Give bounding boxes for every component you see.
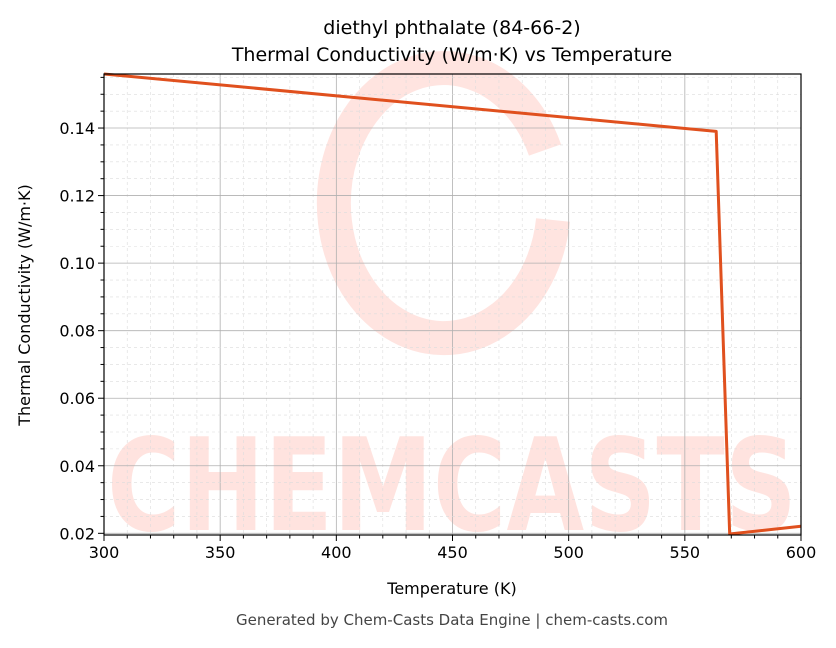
y-tick-label: 0.06 bbox=[59, 389, 95, 408]
x-tick-label: 500 bbox=[553, 543, 584, 562]
y-tick-label: 0.08 bbox=[59, 322, 95, 341]
x-tick-label: 550 bbox=[670, 543, 701, 562]
y-tick-label: 0.14 bbox=[59, 119, 95, 138]
watermark-logo bbox=[316, 51, 570, 356]
y-tick-label: 0.02 bbox=[59, 524, 95, 543]
footer-credit: Generated by Chem-Casts Data Engine | ch… bbox=[236, 611, 668, 629]
y-tick-label: 0.04 bbox=[59, 457, 95, 476]
series-line bbox=[103, 72, 802, 536]
plot-frame bbox=[103, 73, 802, 536]
y-tick-label: 0.12 bbox=[59, 187, 95, 206]
x-tick-label: 450 bbox=[437, 543, 468, 562]
x-tick-label: 350 bbox=[205, 543, 236, 562]
x-tick-label: 400 bbox=[321, 543, 352, 562]
y-tick-label: 0.10 bbox=[59, 254, 95, 273]
chart-title: diethyl phthalate (84-66-2) bbox=[323, 17, 580, 39]
x-axis-label: Temperature (K) bbox=[386, 579, 516, 598]
x-tick-label: 600 bbox=[786, 543, 817, 562]
y-axis-label: Thermal Conductivity (W/m·K) bbox=[15, 184, 34, 427]
watermark: CHEMCASTS bbox=[107, 51, 797, 561]
chart-subtitle: Thermal Conductivity (W/m·K) vs Temperat… bbox=[231, 44, 672, 66]
x-tick-label: 300 bbox=[89, 543, 120, 562]
